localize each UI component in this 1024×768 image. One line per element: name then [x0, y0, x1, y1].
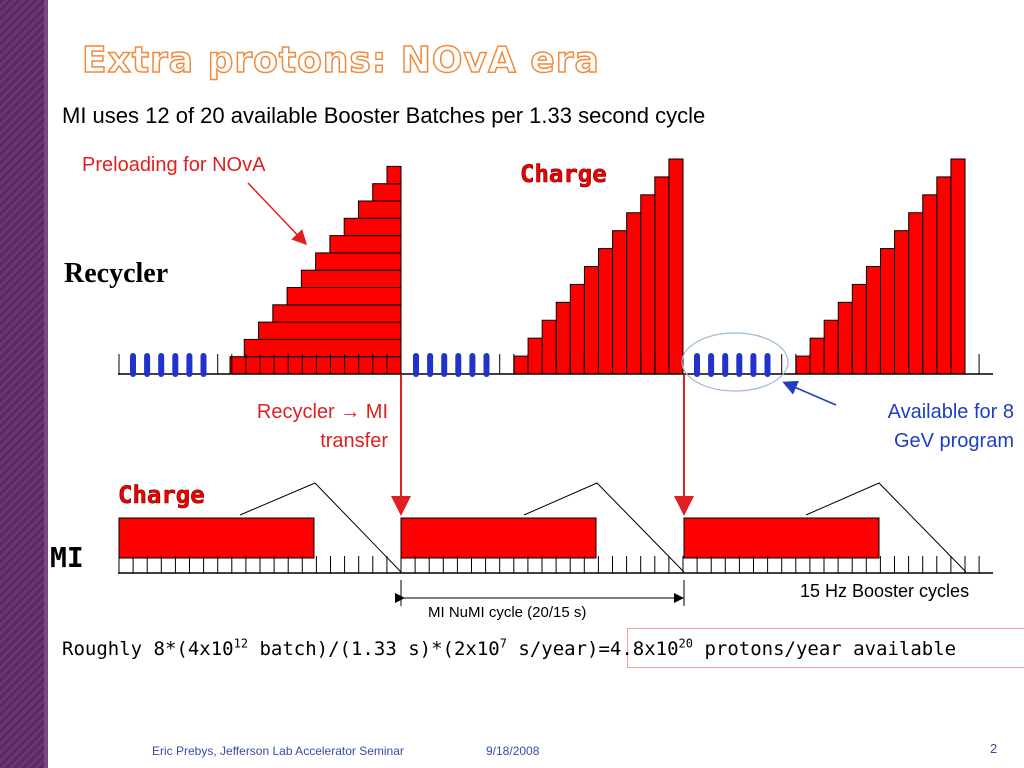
slide-title: Extra protons: NOvA era [81, 39, 600, 82]
preload-batch-bar [329, 235, 402, 254]
booster-batch [750, 353, 757, 377]
result-highlight-box [627, 628, 1024, 668]
booster-batch [722, 353, 729, 377]
charge-batch-column [527, 337, 543, 375]
mi-ramps [239, 482, 967, 573]
page-number: 2 [990, 741, 998, 756]
mi-charge-block [400, 517, 597, 559]
booster-batch [483, 353, 490, 377]
preload-batch-bar [229, 356, 402, 375]
mi-charge-blocks [118, 517, 880, 559]
available-label: Available for 8 GeV program [800, 398, 1014, 456]
preload-batch-bar [357, 200, 402, 219]
charge-label-mi: Charge [118, 481, 205, 510]
charge-batch-column [541, 319, 557, 375]
booster-batch [186, 353, 193, 377]
preload-batch-bar [315, 252, 402, 271]
preload-batch-bar [243, 338, 402, 358]
charge-batch-column [555, 301, 571, 375]
sidebar-decoration [0, 0, 44, 768]
booster-cycles-label: 15 Hz Booster cycles [800, 581, 970, 601]
available-ellipse [681, 332, 789, 392]
booster-batch [469, 353, 476, 377]
charge-batch-column [950, 158, 966, 375]
booster-batch [200, 353, 207, 377]
available-label-line1: Available for 8 [887, 401, 1014, 423]
booster-batch [172, 353, 179, 377]
booster-batch [455, 353, 462, 377]
available-arrow [782, 380, 837, 406]
preloading-arrow [247, 182, 308, 246]
charge-batch-column [569, 283, 585, 375]
mi-energy-ramp [239, 482, 402, 573]
recycler-label: Recycler [64, 258, 169, 289]
charge-batch-column [894, 230, 910, 375]
charge-batch-column [837, 301, 853, 375]
charge-batch-column [640, 194, 656, 375]
booster-batch [413, 353, 419, 377]
protons-formula: Roughly 8*(4x1012 batch)/(1.33 s)*(2x107… [62, 636, 957, 660]
footer-date: 9/18/2008 [486, 744, 540, 758]
booster-batch [158, 353, 165, 377]
booster-batch [708, 353, 715, 377]
numi-cycle-label: MI NuMI cycle (20/15 s) [428, 604, 587, 621]
charge-batch-column [865, 266, 882, 375]
charge-batch-column [880, 248, 896, 375]
sidebar-edge [44, 0, 48, 768]
charge-batch-column [612, 230, 628, 375]
footer-author: Eric Prebys, Jefferson Lab Accelerator S… [152, 744, 404, 758]
charge-batch-column [809, 337, 825, 375]
mi-charge-block [118, 517, 315, 559]
preload-batch-bar [286, 287, 402, 306]
charge-batch-column [654, 176, 670, 375]
booster-batch [764, 353, 771, 377]
charge-batch-column [668, 158, 684, 375]
mi-energy-ramp [805, 482, 967, 573]
recycler-batches [130, 353, 771, 377]
booster-batch [144, 353, 151, 377]
booster-batch [694, 353, 700, 377]
charge-batch-column [851, 283, 867, 375]
mi-energy-ramp [523, 482, 685, 573]
transfer-label-line2: transfer [320, 430, 388, 452]
mi-label: MI [50, 541, 84, 574]
transfer-label: Recycler → MI transfer [200, 398, 388, 456]
mi-ticks [118, 556, 980, 573]
charge-batch-column [513, 355, 529, 375]
recycler-charge-staircase-2 [795, 158, 966, 375]
mi-charge-block [683, 517, 880, 559]
charge-batch-column [823, 319, 839, 375]
preload-batch-bar [386, 165, 402, 185]
booster-batch [427, 353, 434, 377]
recycler-charge-staircase-1 [513, 158, 684, 375]
slide-subtitle: MI uses 12 of 20 available Booster Batch… [62, 103, 706, 128]
preload-batch-bar [300, 269, 402, 289]
charge-batch-column [936, 176, 952, 375]
booster-batch [736, 353, 743, 377]
charge-batch-column [795, 355, 811, 375]
preload-batch-bar [258, 321, 402, 340]
charge-batch-column [626, 212, 642, 375]
charge-batch-column [583, 266, 600, 375]
available-label-line2: GeV program [893, 430, 1014, 452]
preload-batch-bar [272, 304, 402, 323]
preload-batch-bar [372, 183, 402, 202]
charge-batch-column [908, 212, 924, 375]
booster-batch [441, 353, 448, 377]
charge-batch-column [922, 194, 938, 375]
charge-label-recycler: Charge [520, 160, 607, 189]
transfer-label-line1: Recycler → MI [256, 401, 388, 423]
preloading-staircase [229, 165, 402, 375]
preloading-label: Preloading for NOvA [82, 154, 266, 176]
booster-batch [130, 353, 136, 377]
charge-batch-column [598, 248, 614, 375]
preload-batch-bar [343, 217, 402, 237]
